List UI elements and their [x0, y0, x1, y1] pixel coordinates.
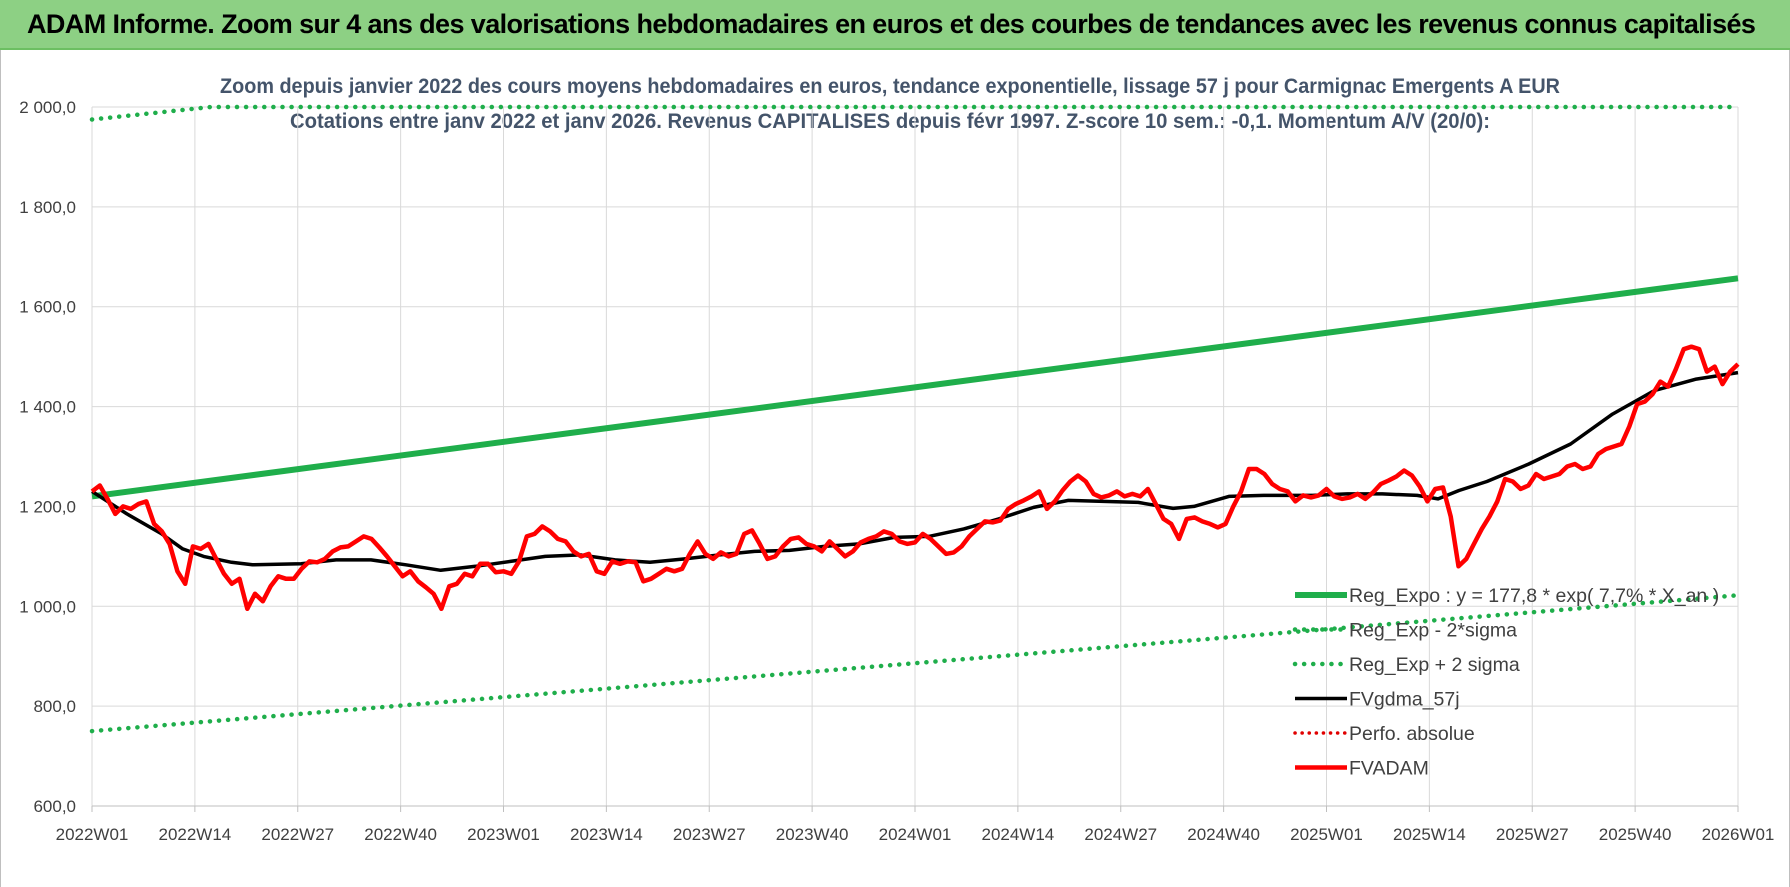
- chart-title-line2: Cotations entre janv 2022 et janv 2026. …: [290, 110, 1490, 133]
- y-tick-label: 1 000,0: [19, 597, 76, 616]
- legend-label: Reg_Expo : y = 177,8 * exp( 7,7% * X_an …: [1349, 585, 1719, 607]
- y-tick-label: 2 000,0: [19, 98, 76, 117]
- series-line-1: [89, 593, 1741, 734]
- x-tick-label: 2022W01: [56, 825, 129, 844]
- series-line-0: [91, 275, 1739, 500]
- y-tick-label: 1 400,0: [19, 398, 76, 417]
- x-tick-label: 2023W01: [467, 825, 540, 844]
- legend-label: Reg_Exp + 2 sigma: [1349, 654, 1520, 676]
- y-tick-label: 1 600,0: [19, 298, 76, 317]
- x-tick-label: 2024W40: [1187, 825, 1260, 844]
- x-tick-label: 2025W14: [1393, 825, 1466, 844]
- x-tick-label: 2024W14: [981, 825, 1054, 844]
- report-title: ADAM Informe. Zoom sur 4 ans des valoris…: [27, 9, 1756, 39]
- x-tick-label: 2024W27: [1084, 825, 1157, 844]
- x-tick-label: 2025W40: [1599, 825, 1672, 844]
- y-tick-label: 1 800,0: [19, 198, 76, 217]
- legend-label: FVADAM: [1349, 758, 1429, 780]
- report-banner: ADAM Informe. Zoom sur 4 ans des valoris…: [0, 0, 1790, 50]
- x-tick-label: 2025W27: [1496, 825, 1569, 844]
- x-tick-label: 2024W01: [879, 825, 952, 844]
- legend-label: Perfo. absolue: [1349, 723, 1475, 745]
- x-tick-label: 2022W14: [158, 825, 231, 844]
- x-tick-label: 2026W01: [1702, 825, 1775, 844]
- x-tick-label: 2023W40: [776, 825, 849, 844]
- x-tick-label: 2022W40: [364, 825, 437, 844]
- x-tick-label: 2023W14: [570, 825, 643, 844]
- y-tick-label: 800,0: [33, 697, 76, 716]
- chart-title-line1: Zoom depuis janvier 2022 des cours moyen…: [220, 75, 1560, 98]
- y-tick-label: 1 200,0: [19, 497, 76, 516]
- x-tick-label: 2025W01: [1290, 825, 1363, 844]
- legend-label: Reg_Exp - 2*sigma: [1349, 620, 1517, 642]
- series-line-5: [90, 344, 1740, 612]
- series-line-2: [89, 104, 1741, 122]
- legend-label: FVgdma_57j: [1349, 689, 1460, 711]
- x-tick-label: 2023W27: [673, 825, 746, 844]
- y-tick-label: 600,0: [33, 797, 76, 816]
- x-tick-label: 2022W27: [261, 825, 334, 844]
